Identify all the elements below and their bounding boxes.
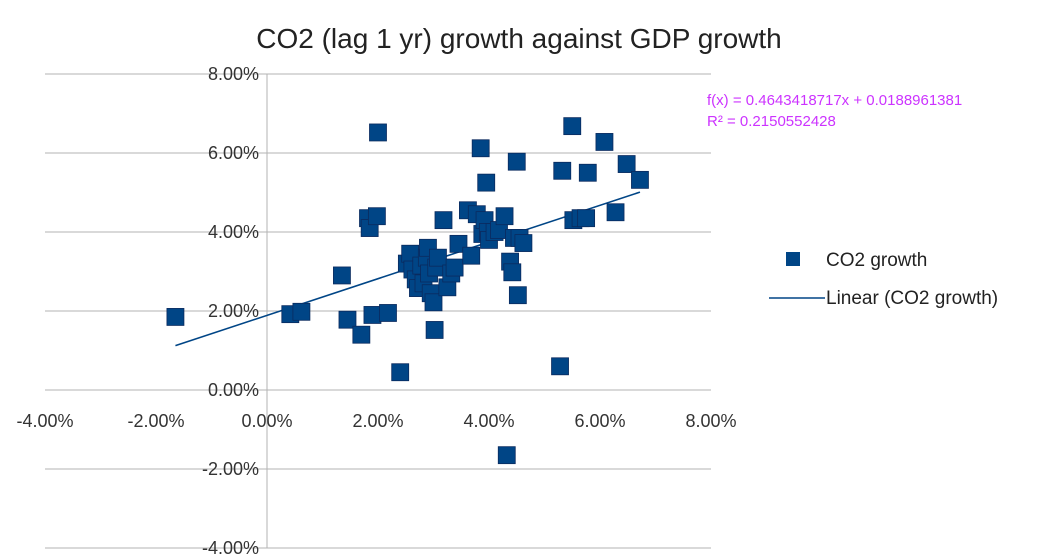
data-point — [497, 446, 516, 465]
data-point — [503, 263, 522, 282]
data-point — [445, 258, 464, 277]
data-point — [379, 304, 397, 322]
data-point — [477, 173, 496, 192]
y-tick-label: 2.00% — [208, 301, 259, 321]
data-point — [631, 170, 649, 189]
chart-title: CO2 (lag 1 yr) growth against GDP growth — [256, 23, 781, 54]
data-point — [292, 302, 311, 321]
x-tick-label: 4.00% — [463, 411, 514, 431]
data-point — [425, 321, 444, 339]
legend-label-co2-growth: CO2 growth — [826, 250, 927, 271]
data-point — [429, 248, 447, 267]
x-tick-label: 6.00% — [574, 411, 625, 431]
data-point — [363, 306, 382, 324]
data-point — [495, 207, 514, 226]
data-point — [434, 211, 453, 230]
data-point — [471, 139, 490, 158]
trendline-r-squared: R² = 0.2150552428 — [707, 113, 836, 130]
legend: CO2 growth Linear (CO2 growth) — [769, 250, 998, 309]
data-point — [606, 203, 625, 222]
x-tick-label: 0.00% — [241, 411, 292, 431]
x-tick-label: -4.00% — [16, 411, 73, 431]
data-point — [462, 246, 481, 265]
data-point — [367, 207, 386, 226]
legend-marker-co2-growth — [786, 252, 800, 266]
data-point — [508, 286, 527, 305]
data-point — [338, 310, 357, 329]
data-point — [514, 234, 533, 252]
y-tick-label: 8.00% — [208, 64, 259, 84]
legend-label-linear: Linear (CO2 growth) — [826, 288, 998, 309]
y-tick-label: -4.00% — [202, 538, 259, 555]
data-point — [352, 325, 371, 344]
x-tick-label: 8.00% — [685, 411, 736, 431]
data-point — [333, 266, 351, 285]
data-point — [553, 161, 572, 180]
y-tick-label: 0.00% — [208, 380, 259, 400]
data-point — [577, 209, 596, 228]
axes — [45, 74, 711, 548]
data-points — [166, 117, 649, 465]
data-point — [563, 117, 582, 136]
trendline-equation: f(x) = 0.4643418717x + 0.0188961381 — [707, 92, 962, 109]
data-point — [578, 163, 597, 182]
tick-labels: -4.00% -2.00% 0.00% 2.00% 4.00% 6.00% 8.00% -4.… — [16, 64, 736, 558]
x-tick-label: 2.00% — [352, 411, 403, 431]
y-tick-label: 6.00% — [208, 143, 259, 163]
x-tick-label: -2.00% — [127, 411, 184, 431]
data-point — [391, 363, 410, 382]
data-point — [551, 357, 569, 376]
data-point — [369, 123, 387, 142]
data-point — [166, 308, 185, 326]
data-point — [424, 293, 443, 312]
data-point — [507, 152, 526, 171]
data-point — [595, 133, 614, 151]
y-tick-label: -2.00% — [202, 459, 259, 479]
data-point — [617, 155, 636, 173]
y-tick-label: 4.00% — [208, 222, 259, 242]
